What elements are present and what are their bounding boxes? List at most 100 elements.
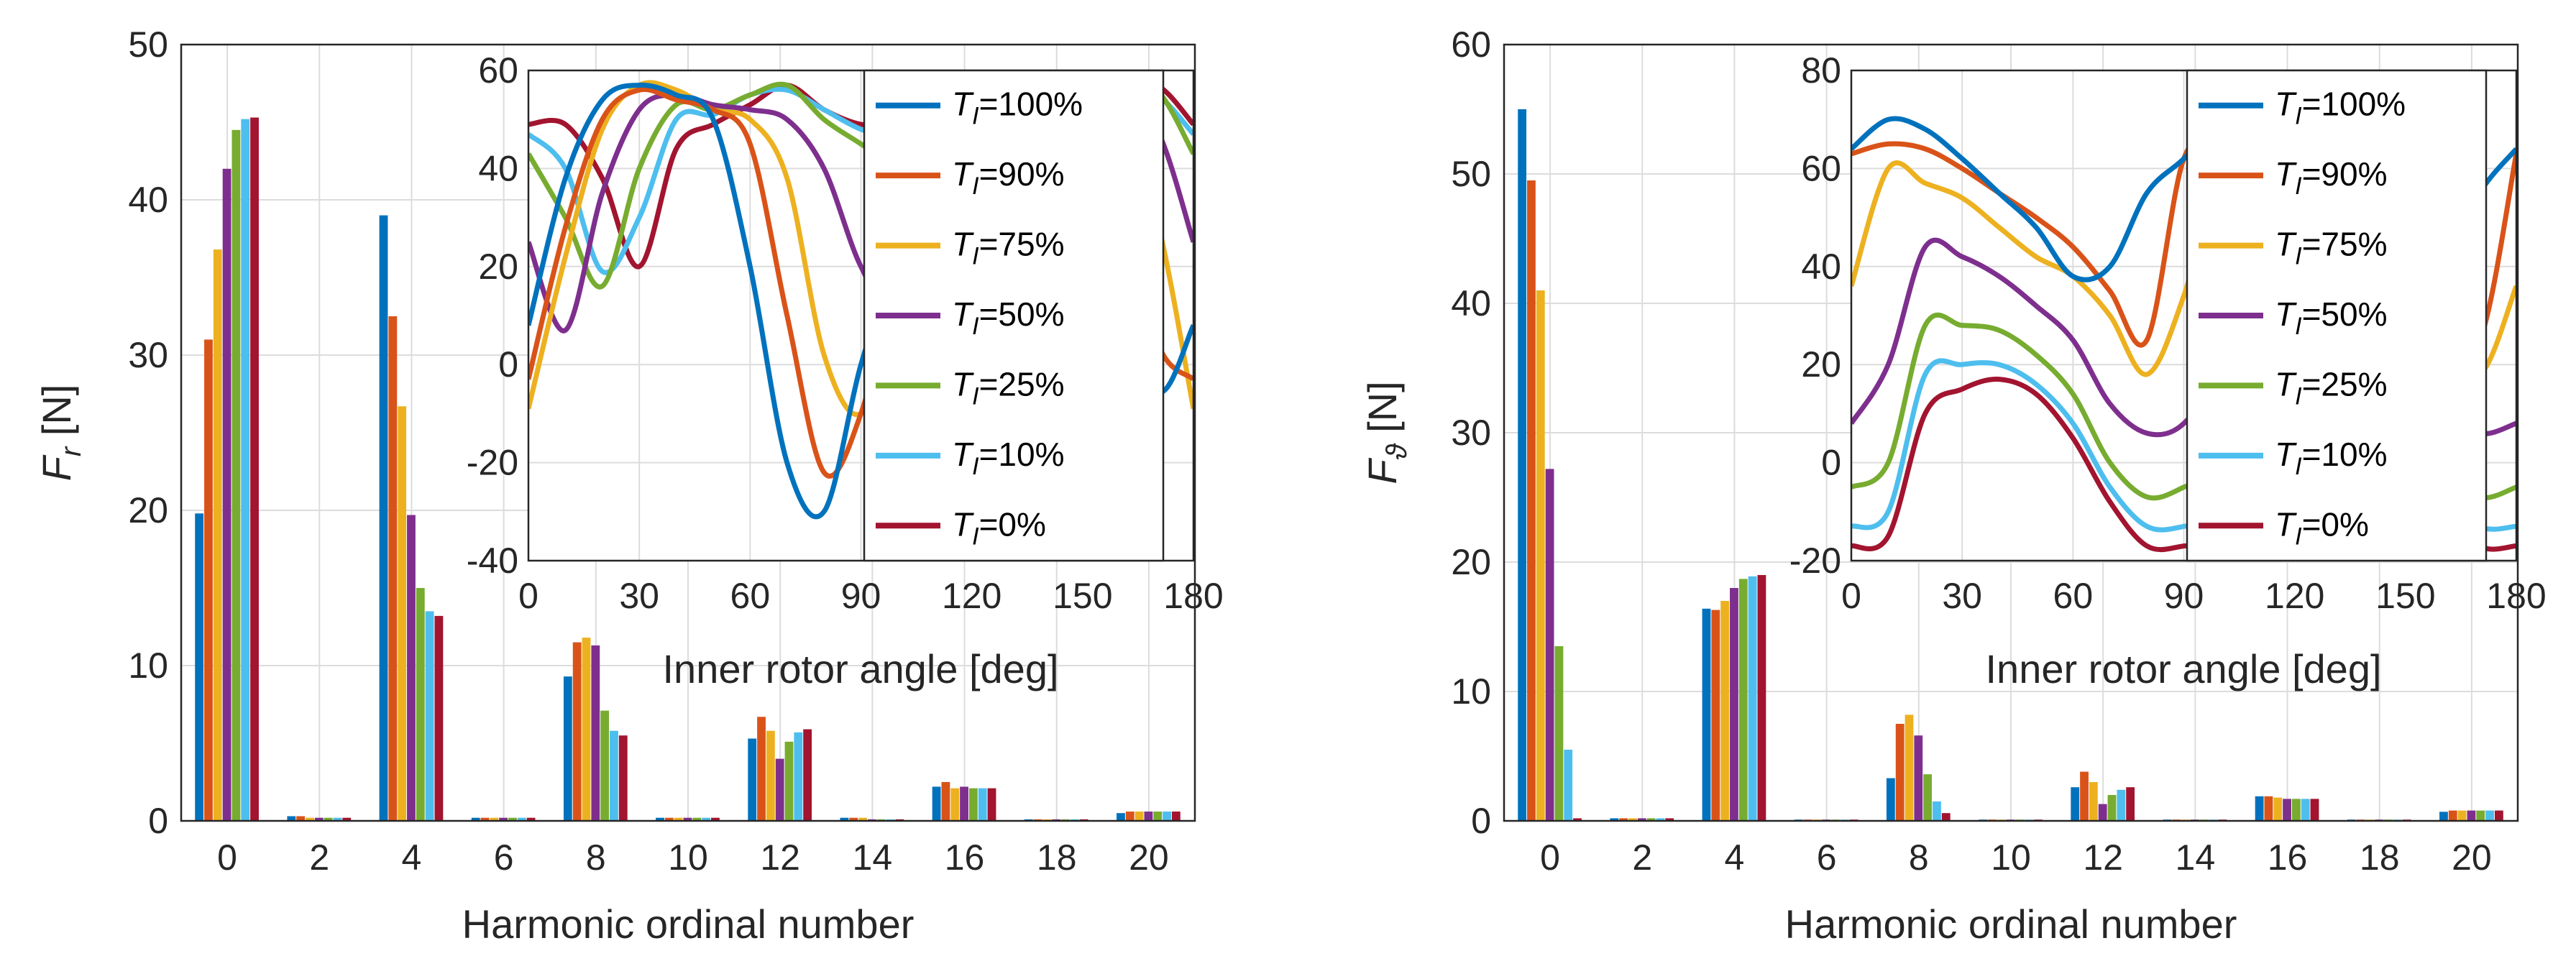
bar — [314, 817, 324, 821]
bar — [941, 782, 950, 821]
y-tick-label: 40 — [128, 180, 168, 220]
y-tick-label: 30 — [128, 335, 168, 375]
left-main-bars — [195, 117, 1181, 822]
legend-label: TI=50% — [952, 295, 1065, 340]
bar — [241, 119, 250, 821]
right-y-symbol: F — [1360, 458, 1405, 484]
right-main-y-label: Fϑ [N] — [1360, 381, 1413, 484]
bar — [222, 168, 232, 822]
y-tick-label: 10 — [1451, 671, 1491, 712]
bar — [204, 339, 213, 821]
bar — [2117, 789, 2126, 821]
y-tick-label: 40 — [1451, 283, 1491, 323]
bar — [213, 249, 222, 821]
x-tick-label: 16 — [2268, 837, 2308, 878]
bar — [1536, 290, 1545, 821]
bar — [1518, 109, 1527, 821]
bar — [932, 786, 941, 821]
x-tick-label: 10 — [1991, 837, 2031, 878]
bar — [480, 817, 490, 821]
bar — [517, 817, 526, 821]
inset-x-tick-label: 0 — [1841, 576, 1861, 616]
y-tick-label: 10 — [128, 645, 168, 686]
bar — [398, 406, 407, 821]
x-tick-label: 10 — [668, 837, 708, 878]
legend-label: TI=0% — [952, 505, 1046, 550]
bar — [674, 817, 683, 821]
bar — [306, 817, 314, 821]
bar — [591, 645, 600, 821]
bar — [2098, 804, 2107, 821]
legend-label: TI=0% — [2275, 505, 2369, 550]
legend-label: TI=75% — [952, 226, 1065, 270]
bar — [784, 741, 794, 821]
bar — [333, 817, 342, 821]
legend-sub: I — [2295, 313, 2302, 340]
bar — [425, 611, 434, 821]
legend-label: TI=10% — [2275, 436, 2388, 480]
legend-symbol: T — [2275, 365, 2297, 403]
bar — [2467, 810, 2476, 821]
x-tick-label: 18 — [2360, 837, 2400, 878]
inset-x-tick-label: 150 — [1053, 576, 1112, 616]
x-tick-label: 2 — [309, 837, 329, 878]
x-tick-label: 20 — [2452, 837, 2492, 878]
inset-x-tick-label: 120 — [2265, 576, 2324, 616]
right-main-frame — [1503, 43, 2519, 822]
bar — [379, 215, 388, 822]
bar — [711, 817, 720, 821]
bar — [692, 817, 702, 821]
bar — [1125, 812, 1135, 821]
inset-x-tick-label: 150 — [2375, 576, 2435, 616]
left-inset-chart: -40 -20 0 20 40 60 0 30 60 90 120 150 180 Inner rot… — [467, 50, 1224, 691]
bar — [250, 117, 259, 821]
legend-value: =50% — [2302, 295, 2388, 333]
legend-sub: I — [972, 523, 979, 550]
bar — [618, 735, 628, 821]
bar — [1628, 818, 1637, 821]
bar — [1738, 579, 1748, 821]
bar — [1895, 724, 1905, 821]
legend-value: =75% — [2302, 226, 2388, 263]
bar — [1171, 812, 1181, 821]
bar — [2283, 799, 2291, 821]
bar — [342, 817, 352, 821]
bar — [1573, 818, 1582, 821]
legend-symbol: T — [952, 86, 974, 123]
bar — [610, 730, 618, 821]
inset-x-tick-label: 30 — [619, 576, 659, 616]
legend-sub: I — [972, 103, 979, 130]
bar — [766, 730, 775, 821]
x-tick-label: 18 — [1037, 837, 1077, 878]
legend-value: =0% — [979, 505, 1046, 543]
bar — [2448, 810, 2457, 821]
left-inset-y-ticks: -40 -20 0 20 40 60 — [467, 50, 518, 581]
bar — [1564, 750, 1573, 821]
inset-y-tick-label: -20 — [1789, 541, 1841, 581]
inset-x-tick-label: 180 — [1163, 576, 1223, 616]
bar — [858, 817, 867, 821]
x-tick-label: 20 — [1129, 837, 1169, 878]
left-main-x-ticks: 0 2 4 6 8 10 12 14 16 18 20 — [217, 837, 1169, 878]
legend-label: TI=10% — [952, 436, 1065, 480]
bar — [1135, 812, 1144, 821]
right-main-y-ticks: 0 10 20 30 40 50 60 — [1451, 24, 1491, 841]
bar — [968, 788, 978, 821]
x-tick-label: 0 — [1540, 837, 1560, 878]
left-inset-frame — [527, 69, 1195, 562]
bar — [1545, 469, 1554, 821]
y-tick-label: 50 — [128, 24, 168, 65]
bar — [1646, 818, 1656, 821]
legend-sub: I — [972, 173, 979, 200]
inset-y-tick-label: 80 — [1801, 50, 1841, 91]
bar — [803, 729, 812, 821]
x-tick-label: 14 — [853, 837, 893, 878]
inset-y-tick-label: 40 — [1801, 247, 1841, 287]
x-tick-label: 2 — [1632, 837, 1652, 878]
bar — [664, 817, 674, 821]
bar — [794, 732, 803, 821]
bar — [748, 738, 757, 821]
bar — [1117, 813, 1125, 821]
x-tick-label: 0 — [217, 837, 237, 878]
legend-symbol: T — [2275, 86, 2297, 123]
